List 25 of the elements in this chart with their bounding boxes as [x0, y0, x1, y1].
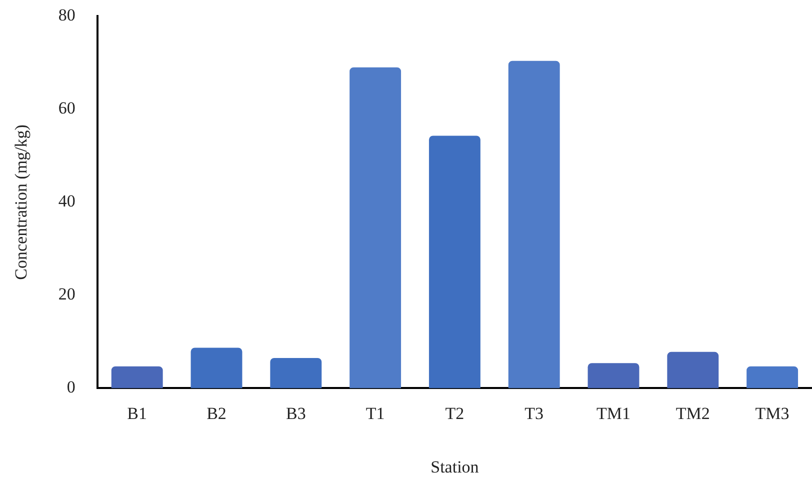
y-axis-title: Concentration (mg/kg) — [12, 124, 31, 280]
bar — [190, 348, 242, 388]
x-tick-label: B3 — [286, 404, 306, 423]
x-axis-title: Station — [430, 457, 480, 476]
y-tick-label: 20 — [58, 284, 76, 304]
x-tick-label: TM2 — [676, 404, 710, 423]
bar — [350, 67, 402, 388]
x-tick-label: T3 — [524, 404, 544, 423]
x-tick-label: TM3 — [755, 404, 790, 423]
bar — [746, 366, 798, 388]
x-tick-label: B2 — [206, 404, 226, 423]
y-tick-label: 0 — [66, 378, 76, 397]
x-tick-label: TM1 — [596, 404, 630, 423]
x-tick-label: T1 — [366, 404, 385, 423]
bar — [111, 366, 163, 388]
bar — [588, 363, 640, 388]
x-tick-label: T2 — [445, 404, 464, 423]
bar — [270, 358, 322, 388]
y-tick-label: 80 — [58, 6, 76, 25]
y-tick-label: 40 — [58, 192, 76, 211]
y-tick-label: 60 — [58, 98, 76, 118]
bar — [508, 60, 560, 388]
bar — [667, 352, 719, 388]
bar — [428, 136, 480, 388]
x-tick-label: B1 — [127, 404, 148, 423]
